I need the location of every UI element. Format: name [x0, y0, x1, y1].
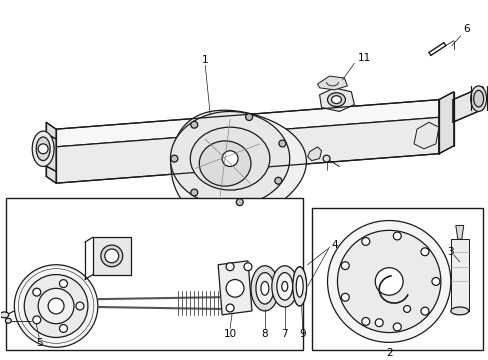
Circle shape — [245, 114, 252, 121]
Circle shape — [225, 304, 234, 312]
Circle shape — [392, 323, 401, 331]
Ellipse shape — [292, 267, 306, 306]
Circle shape — [337, 230, 440, 333]
Circle shape — [225, 279, 244, 297]
Circle shape — [403, 306, 410, 312]
Ellipse shape — [281, 282, 287, 291]
Text: 6: 6 — [463, 24, 469, 34]
Text: 1: 1 — [202, 55, 208, 66]
Ellipse shape — [261, 282, 268, 295]
Ellipse shape — [470, 86, 486, 112]
Circle shape — [420, 307, 428, 315]
Polygon shape — [450, 239, 468, 311]
Ellipse shape — [255, 273, 273, 304]
Text: 2: 2 — [385, 348, 392, 358]
Text: 11: 11 — [357, 53, 370, 63]
Ellipse shape — [199, 141, 250, 186]
Circle shape — [190, 121, 197, 128]
Polygon shape — [413, 122, 438, 149]
Circle shape — [60, 324, 67, 332]
Ellipse shape — [327, 93, 345, 107]
Polygon shape — [452, 87, 482, 122]
Ellipse shape — [323, 155, 329, 162]
Circle shape — [327, 221, 450, 342]
Circle shape — [225, 263, 234, 271]
Polygon shape — [218, 261, 251, 315]
Circle shape — [190, 189, 197, 196]
Polygon shape — [317, 76, 346, 90]
Ellipse shape — [36, 137, 50, 161]
Ellipse shape — [296, 275, 303, 297]
Text: 5: 5 — [36, 338, 42, 348]
Polygon shape — [93, 237, 130, 275]
Circle shape — [14, 265, 98, 347]
Ellipse shape — [101, 245, 122, 267]
Circle shape — [341, 293, 348, 301]
Circle shape — [236, 199, 243, 206]
Ellipse shape — [276, 273, 292, 300]
Polygon shape — [438, 92, 453, 154]
Polygon shape — [455, 225, 463, 239]
Circle shape — [48, 298, 64, 314]
Circle shape — [420, 248, 428, 256]
Polygon shape — [170, 112, 289, 206]
Circle shape — [24, 275, 88, 337]
Polygon shape — [170, 110, 306, 221]
Circle shape — [60, 280, 67, 288]
Ellipse shape — [250, 266, 278, 311]
Polygon shape — [43, 132, 56, 171]
Circle shape — [38, 288, 74, 324]
Circle shape — [278, 140, 285, 147]
Circle shape — [392, 232, 401, 240]
Circle shape — [274, 177, 281, 184]
Text: 10: 10 — [223, 329, 236, 338]
Ellipse shape — [0, 312, 9, 318]
Ellipse shape — [450, 307, 468, 315]
Ellipse shape — [190, 127, 269, 190]
Polygon shape — [46, 122, 56, 183]
Circle shape — [33, 288, 41, 296]
Circle shape — [38, 144, 48, 154]
Ellipse shape — [32, 131, 54, 166]
Text: 4: 4 — [330, 240, 337, 250]
Circle shape — [374, 268, 402, 295]
Ellipse shape — [473, 90, 483, 107]
Bar — [6, 198, 302, 350]
Text: 9: 9 — [299, 329, 305, 338]
Circle shape — [431, 278, 439, 285]
Polygon shape — [307, 147, 321, 161]
Circle shape — [171, 155, 178, 162]
Ellipse shape — [331, 96, 341, 104]
Text: 8: 8 — [261, 329, 267, 338]
Polygon shape — [200, 151, 262, 190]
Polygon shape — [56, 100, 438, 147]
Circle shape — [361, 238, 369, 246]
Circle shape — [104, 249, 119, 263]
Bar — [311, 208, 482, 350]
Text: 3: 3 — [447, 247, 453, 257]
Circle shape — [76, 302, 84, 310]
Polygon shape — [56, 117, 438, 183]
Circle shape — [374, 319, 383, 327]
Circle shape — [341, 262, 348, 270]
Circle shape — [222, 151, 238, 166]
Circle shape — [244, 263, 251, 271]
Circle shape — [361, 318, 369, 325]
Ellipse shape — [271, 266, 297, 307]
Circle shape — [33, 316, 41, 324]
Polygon shape — [319, 88, 354, 112]
Ellipse shape — [5, 318, 11, 323]
Text: 7: 7 — [281, 329, 287, 338]
